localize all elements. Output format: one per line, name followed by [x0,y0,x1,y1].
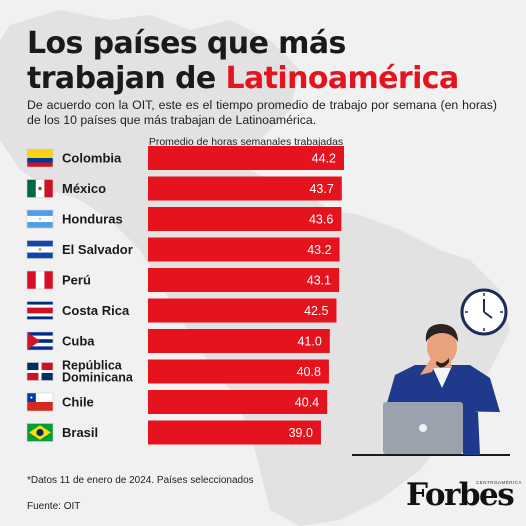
bar-row-cuba: Cuba 41.0 [26,329,330,353]
category-label: Brasil [62,425,98,440]
bar-row-peru: Perú 43.1 [26,268,340,292]
flag-el-salvador-icon [26,240,54,259]
flag-mexico-icon [26,179,54,198]
flag-chile-icon [26,392,54,412]
bar-row-chile: Chile 40.4 [26,390,328,414]
bar [148,420,321,445]
bar [148,207,342,231]
category-label: Chile [62,395,94,410]
flag-brasil-icon [26,423,54,442]
footnote: *Datos 11 de enero de 2024. Países selec… [27,475,254,486]
bar-row-el-salvador: El Salvador 43.2 [26,237,340,262]
data-label: 42.5 [304,304,328,318]
flag-honduras-icon [26,209,54,229]
flag-colombia-icon [26,148,54,168]
bar [148,298,337,323]
category-label: Cuba [62,334,95,349]
bar [148,146,344,170]
data-label: 41.0 [297,335,321,349]
data-label: 43.7 [309,182,333,196]
title-line-2-prefix: trabajan de [27,61,226,96]
flag-republica-dominicana-icon [26,362,54,381]
data-label: 44.2 [312,152,336,166]
flag-costa-rica-icon [26,301,54,320]
data-label: 43.1 [307,274,331,288]
bar-row-republica-dominicana: República Dominicana 40.8 [26,359,329,385]
subtitle: De acuerdo con la OIT, este es el tiempo… [27,98,497,127]
bar [148,329,330,353]
data-label: 43.6 [309,213,333,227]
category-label: República Dominicana [62,359,134,385]
bar [148,176,342,201]
bar-row-honduras: Honduras 43.6 [26,207,342,231]
data-label: 39.0 [289,426,313,440]
bar-row-colombia: Colombia 44.2 [26,146,344,170]
forbes-logo: Forbes [406,477,515,513]
category-label: Honduras [62,212,123,227]
title-line-2: trabajan de Latinoamérica [27,61,459,96]
data-label: 43.2 [307,243,331,257]
data-label: 40.4 [295,396,319,410]
bar [148,390,328,414]
category-label: México [62,181,106,196]
flag-peru-icon [26,270,54,290]
bar-row-mexico: México 43.7 [26,176,342,201]
category-label: Costa Rica [62,303,130,318]
title-accent: Latinoamérica [225,61,460,96]
category-label: Perú [62,273,91,288]
bar [148,268,340,292]
source-note: Fuente: OIT [27,501,81,512]
category-label: El Salvador [62,242,133,257]
bar [148,237,340,262]
category-label: Colombia [62,151,122,166]
bar [148,359,329,384]
flag-cuba-icon [26,331,54,351]
title-line-1: Los países que más [27,26,346,61]
forbes-logo-sub: CENTROAMÉRICA [476,480,523,485]
bar-row-brasil: Brasil 39.0 [26,420,321,445]
bar-row-costa-rica: Costa Rica 42.5 [26,298,337,323]
clock-icon [460,288,508,336]
axis-caption: Promedio de horas semanales trabajadas [148,136,344,148]
page-title: Los países que más trabajan de Latinoamé… [27,26,459,96]
data-label: 40.8 [297,365,321,379]
